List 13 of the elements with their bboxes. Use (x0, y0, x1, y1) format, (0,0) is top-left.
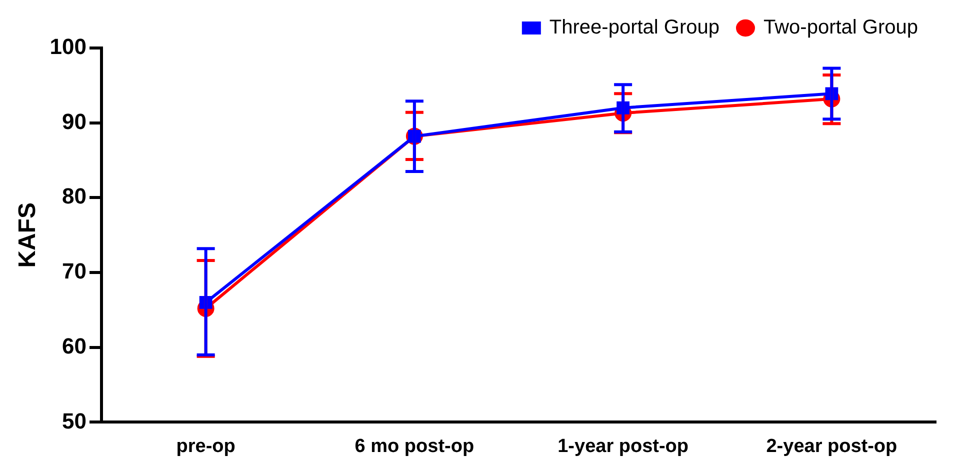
y-tick-label: 90 (62, 108, 87, 134)
legend-label: Two-portal Group (763, 16, 918, 39)
x-tick-label: 1-year post-op (558, 436, 689, 457)
y-tick-label: 50 (62, 408, 87, 434)
y-tick-label: 70 (62, 258, 87, 284)
legend-label: Three-portal Group (549, 16, 720, 39)
x-tick-label: 2-year post-op (766, 436, 898, 457)
y-axis-title: KAFS (14, 202, 42, 268)
x-tick-label: 6 mo post-op (354, 436, 474, 457)
y-tick-label: 100 (50, 34, 87, 60)
y-tick-label: 80 (62, 184, 87, 209)
y-tick-label: 60 (62, 333, 87, 358)
x-tick-label: pre-op (176, 436, 236, 457)
